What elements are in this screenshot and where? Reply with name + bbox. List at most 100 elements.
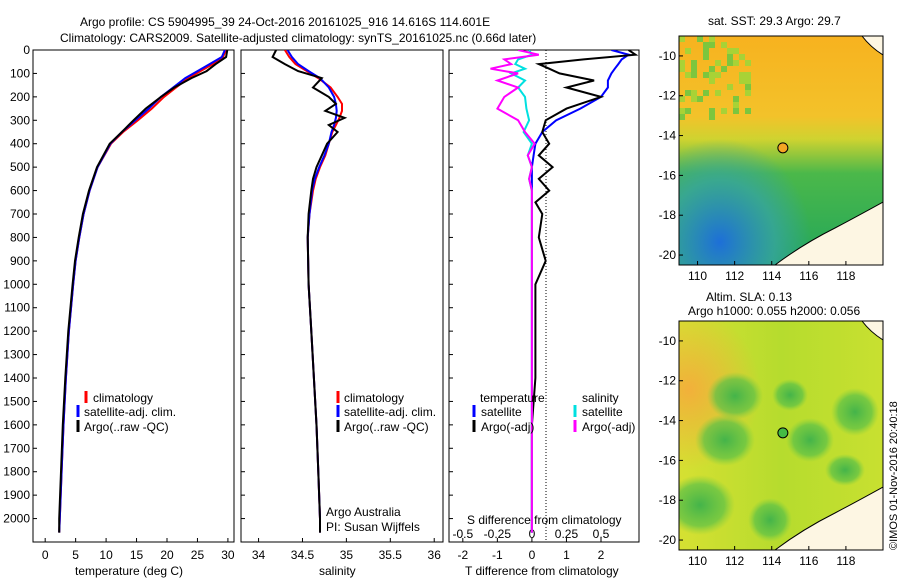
sla-map-ticks: 110 112 114 116 118 -10 -12 -14 -16 -18 -20 <box>659 334 856 568</box>
difference-axes <box>448 49 640 543</box>
difference-panel: -2 -1 0 1 2 -0.5 -0.25 0 0.25 0.5 S difference fr… <box>448 49 640 578</box>
x-tick-label: 35 <box>340 548 354 562</box>
legend-temp-argo-label: Argo(-adj) <box>481 420 534 434</box>
sst-pixel <box>709 42 715 48</box>
sst-pixel <box>679 114 685 120</box>
sst-pixel <box>733 108 739 114</box>
sst-pixel <box>679 66 685 72</box>
legend-argo-label: Argo(..raw -QC) <box>84 420 169 434</box>
argo-position-marker <box>777 142 789 154</box>
temperature-ticks: 0100200300400500600700800900100011001200… <box>3 43 235 562</box>
difference-legend: temperature salinity satellite Argo(-adj… <box>472 391 635 434</box>
sst-pixel <box>697 36 703 42</box>
series-line <box>490 50 540 533</box>
sst-pixel <box>679 108 685 114</box>
sst-pixel <box>733 102 739 108</box>
sst-pixel <box>703 90 709 96</box>
coastline <box>861 36 883 56</box>
y-tick-label: -20 <box>659 248 677 262</box>
sst-map-title: sat. SST: 29.3 Argo: 29.7 <box>708 14 841 28</box>
sst-pixel <box>733 48 739 54</box>
y-tick-label: -10 <box>659 334 677 348</box>
sst-pixel <box>727 54 733 60</box>
argo-position-marker <box>777 427 789 439</box>
legend-sal-sat-label: satellite <box>582 405 623 419</box>
sst-pixel <box>691 72 697 78</box>
sst-pixel <box>733 60 739 66</box>
sst-pixel <box>685 72 691 78</box>
x-tick-label: 36 <box>428 548 442 562</box>
x-tick-label: 116 <box>799 554 818 568</box>
y-tick-label: 1900 <box>3 488 30 502</box>
y-tick-label: -12 <box>659 374 677 388</box>
coastline <box>774 486 883 550</box>
x-tick-label: 30 <box>221 548 235 562</box>
sst-pixel <box>739 78 745 84</box>
sst-pixel <box>727 60 733 66</box>
sst-pixel <box>703 54 709 60</box>
y-tick-label: 100 <box>10 66 30 80</box>
y-tick-label: -16 <box>659 453 677 467</box>
sst-pixel <box>685 90 691 96</box>
legend-temp-sat-label: satellite <box>481 405 522 419</box>
temperature-legend: climatology satellite-adj. clim. Argo(..… <box>76 391 176 434</box>
argo-australia-label: Argo Australia <box>326 505 401 519</box>
x-tick-label: 15 <box>130 548 144 562</box>
x-tick-label: 114 <box>762 269 781 283</box>
series-line <box>286 50 338 533</box>
legend-clim-label: climatology <box>344 391 404 405</box>
legend-sat-label: satellite-adj. clim. <box>84 405 176 419</box>
sst-pixel <box>727 84 733 90</box>
header-line2: Climatology: CARS2009. Satellite-adjuste… <box>60 31 536 45</box>
sla-map-title: Altim. SLA: 0.13 <box>706 290 792 304</box>
top-x-tick-label: 0.5 <box>593 527 610 541</box>
sst-pixel <box>745 78 751 84</box>
sst-pixel <box>691 66 697 72</box>
y-tick-label: 1100 <box>4 301 30 315</box>
sst-map-ticks: 110 112 114 116 118 -10 -12 -14 -16 -18 -20 <box>659 49 856 283</box>
x-tick-label: 112 <box>725 269 744 283</box>
x-tick-label: 1 <box>563 548 570 562</box>
x-tick-label: 114 <box>762 554 781 568</box>
series-line <box>58 50 229 533</box>
temperature-lines <box>58 50 229 533</box>
temperature-xlabel: temperature (deg C) <box>75 564 183 578</box>
sst-pixel <box>685 48 691 54</box>
x-tick-label: 2 <box>598 548 605 562</box>
sst-pixel <box>715 72 721 78</box>
x-tick-label: 10 <box>99 548 113 562</box>
y-tick-label: 1300 <box>3 348 30 362</box>
y-tick-label: -14 <box>659 129 677 143</box>
sst-pixel <box>721 66 727 72</box>
sst-pixel <box>745 60 751 66</box>
y-tick-label: 0 <box>23 43 30 57</box>
y-tick-label: 300 <box>10 113 30 127</box>
x-tick-label: 116 <box>799 269 818 283</box>
sst-pixel <box>709 66 715 72</box>
x-tick-label: 112 <box>725 554 744 568</box>
y-tick-label: 1500 <box>3 394 30 408</box>
legend-sal-argo-label: Argo(-adj) <box>582 420 635 434</box>
y-tick-label: -18 <box>659 493 677 507</box>
t-diff-xlabel: T difference from climatology <box>465 564 619 578</box>
sst-pixel <box>745 108 751 114</box>
y-tick-label: 1800 <box>3 465 30 479</box>
series-line <box>58 50 228 533</box>
sst-pixel <box>703 72 709 78</box>
temperature-axes <box>32 49 235 543</box>
y-tick-label: 500 <box>10 160 30 174</box>
y-tick-label: -20 <box>659 533 677 547</box>
top-x-tick-label: -0.5 <box>452 527 473 541</box>
temperature-panel: 0100200300400500600700800900100011001200… <box>3 43 235 578</box>
sst-pixel <box>709 108 715 114</box>
y-tick-label: -16 <box>659 168 677 182</box>
difference-ticks: -2 -1 0 1 2 -0.5 -0.25 0 0.25 0.5 <box>449 49 610 562</box>
sla-map-frame <box>678 320 884 551</box>
y-tick-label: 1700 <box>3 441 30 455</box>
series-line <box>530 50 639 533</box>
sst-pixel <box>709 36 715 42</box>
legend-sat-label: satellite-adj. clim. <box>344 405 436 419</box>
salinity-lines <box>271 50 348 533</box>
sst-pixel <box>715 60 721 66</box>
sst-pixel <box>709 78 715 84</box>
